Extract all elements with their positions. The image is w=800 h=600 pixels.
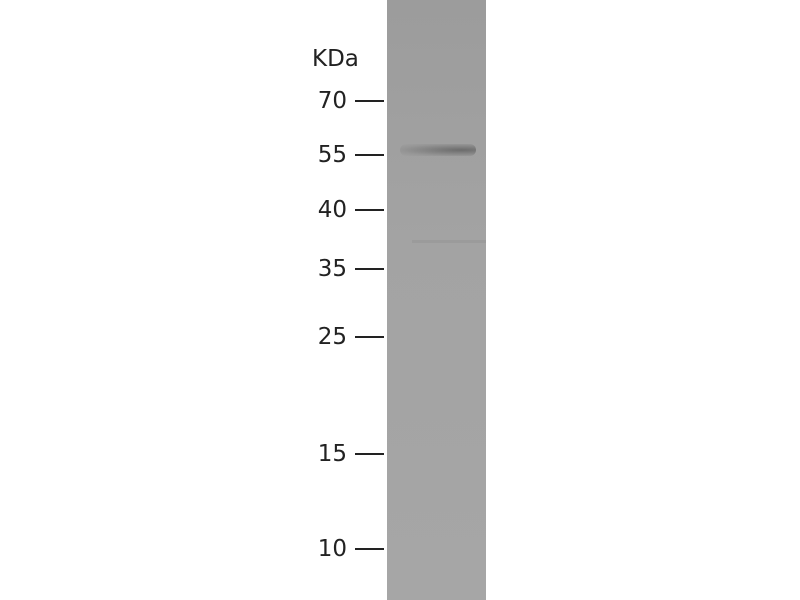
marker-tick: [355, 209, 384, 211]
marker-tick: [355, 154, 384, 156]
marker-25: 25: [290, 325, 385, 349]
marker-label: 35: [317, 256, 347, 282]
marker-label: 40: [317, 197, 347, 223]
marker-55: 55: [290, 143, 385, 167]
marker-label: 70: [317, 88, 347, 114]
marker-label: 55: [317, 142, 347, 168]
marker-label: 10: [317, 536, 347, 562]
marker-tick: [355, 268, 384, 270]
marker-10: 10: [290, 537, 385, 561]
marker-label: 25: [317, 324, 347, 350]
unit-label: KDa: [312, 46, 359, 72]
gel-lane: [387, 0, 486, 600]
marker-label: 15: [317, 441, 347, 467]
marker-35: 35: [290, 257, 385, 281]
marker-40: 40: [290, 198, 385, 222]
marker-70: 70: [290, 89, 385, 113]
marker-15: 15: [290, 442, 385, 466]
marker-tick: [355, 336, 384, 338]
marker-tick: [355, 100, 384, 102]
marker-tick: [355, 453, 384, 455]
protein-band: [400, 144, 476, 156]
faint-band: [412, 240, 486, 243]
marker-tick: [355, 548, 384, 550]
